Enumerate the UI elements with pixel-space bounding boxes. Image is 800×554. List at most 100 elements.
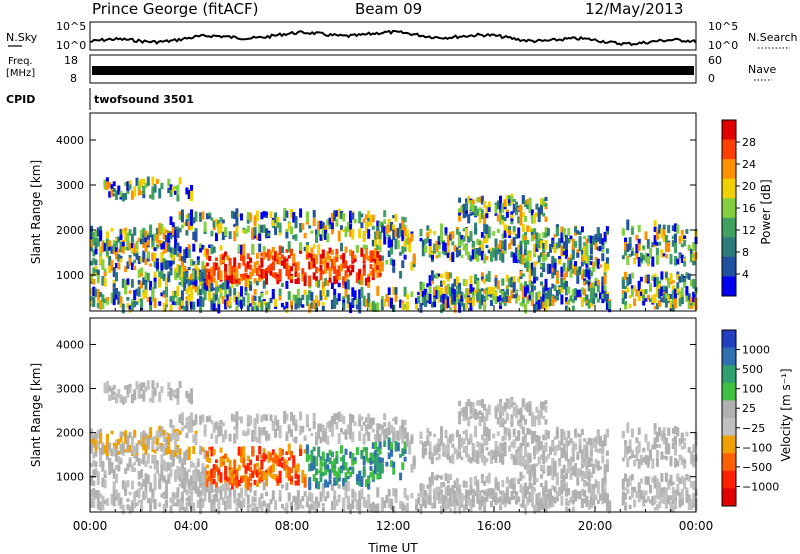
velocity-echo — [230, 413, 234, 422]
velocity-echo — [662, 432, 666, 443]
velocity-echo — [224, 480, 228, 485]
velocity-echo — [105, 454, 109, 458]
velocity-echo — [212, 469, 216, 479]
power-echo — [135, 301, 139, 305]
velocity-echo — [151, 437, 155, 444]
velocity-echo — [526, 442, 530, 448]
velocity-echo — [365, 479, 368, 488]
power-echo — [165, 277, 168, 289]
velocity-echo — [589, 445, 593, 450]
velocity-echo — [315, 496, 318, 506]
power-echo — [183, 265, 187, 274]
velocity-echo — [639, 492, 643, 498]
velocity-echo — [194, 472, 198, 482]
power-echo — [199, 295, 203, 307]
velocity-echo — [392, 461, 396, 468]
power-echo — [671, 285, 675, 293]
power-echo — [321, 222, 325, 231]
power-echo — [642, 289, 646, 295]
power-echo — [199, 243, 203, 251]
power-echo — [403, 245, 407, 252]
velocity-echo — [653, 423, 657, 431]
velocity-echo — [335, 451, 339, 459]
velocity-colorbar-swatch — [722, 418, 736, 436]
power-echo — [235, 279, 239, 284]
velocity-echo — [160, 493, 164, 498]
xtick-6: 00:00 — [679, 519, 714, 533]
velocity-echo — [403, 420, 407, 426]
velocity-echo — [549, 497, 552, 508]
velocity-echo — [528, 404, 532, 416]
power-echo — [480, 276, 484, 280]
velocity-echo — [210, 420, 214, 424]
power-echo — [519, 254, 523, 265]
power-echo — [376, 220, 380, 232]
power-echo — [526, 250, 530, 262]
power-echo — [626, 257, 630, 266]
power-echo — [394, 238, 398, 250]
power-echo — [283, 258, 287, 269]
power-ytick-1000: 1000 — [56, 269, 84, 282]
velocity-echo — [469, 498, 473, 504]
power-echo — [580, 268, 584, 274]
velocity-echo — [533, 504, 537, 514]
power-echo — [265, 303, 268, 313]
velocity-echo — [601, 491, 605, 496]
velocity-echo — [383, 500, 387, 508]
power-echo — [321, 260, 325, 265]
velocity-echo — [246, 494, 250, 505]
power-echo — [517, 217, 521, 222]
power-echo — [278, 288, 282, 297]
power-echo — [599, 292, 602, 300]
velocity-echo — [483, 497, 487, 507]
velocity-echo — [199, 497, 203, 508]
velocity-echo — [444, 498, 448, 503]
freq-label-2: [MHz] — [6, 68, 35, 79]
velocity-echo — [360, 476, 364, 487]
velocity-echo — [142, 494, 146, 501]
velocity-echo — [160, 443, 164, 448]
power-echo — [362, 295, 366, 307]
power-echo — [542, 301, 546, 310]
velocity-echo — [330, 415, 334, 426]
power-echo — [158, 301, 162, 306]
velocity-echo — [155, 382, 159, 388]
velocity-echo — [178, 498, 182, 507]
power-echo — [319, 290, 323, 301]
power-echo — [428, 249, 432, 255]
power-echo — [680, 230, 684, 235]
power-echo — [644, 252, 648, 263]
power-echo — [415, 297, 418, 304]
power-echo — [303, 234, 307, 239]
velocity-echo — [219, 472, 223, 482]
power-echo — [589, 255, 593, 261]
velocity-echo — [92, 488, 96, 498]
velocity-echo — [521, 493, 525, 500]
power-echo — [180, 290, 184, 301]
velocity-echo — [544, 419, 548, 425]
velocity-echo — [471, 407, 475, 415]
power-echo — [230, 274, 234, 282]
power-echo — [265, 290, 268, 295]
velocity-ytick-1000: 1000 — [56, 471, 84, 484]
power-echo — [483, 295, 487, 306]
velocity-echo — [460, 437, 464, 445]
power-echo — [158, 239, 162, 247]
velocity-echo — [535, 505, 539, 512]
power-echo — [335, 210, 339, 217]
velocity-echo — [269, 465, 273, 473]
velocity-echo — [292, 415, 296, 426]
power-echo — [521, 273, 525, 277]
power-echo — [335, 219, 339, 227]
velocity-echo — [453, 502, 457, 506]
power-echo — [574, 261, 577, 267]
power-echo — [121, 303, 125, 314]
velocity-echo — [437, 492, 441, 500]
power-echo — [292, 294, 296, 301]
power-echo — [267, 232, 271, 237]
power-echo — [499, 295, 502, 302]
velocity-echo — [117, 450, 121, 455]
power-echo — [108, 256, 112, 266]
velocity-echo — [124, 396, 128, 404]
velocity-echo — [346, 467, 350, 475]
